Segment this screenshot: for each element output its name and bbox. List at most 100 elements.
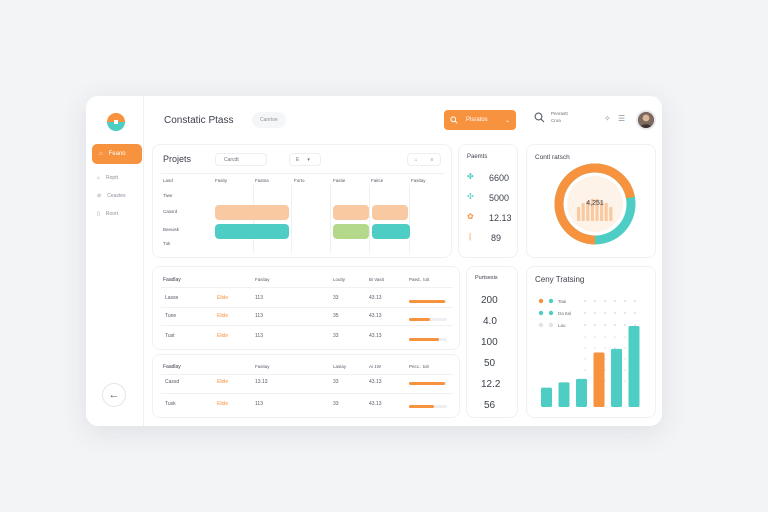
grid-dot (613, 335, 617, 339)
chart-bar[interactable] (576, 378, 587, 407)
menu-icon[interactable]: ☰ (618, 114, 626, 123)
search-icon (534, 112, 545, 122)
home-icon: ⌂ (97, 175, 101, 181)
projects-filter[interactable]: E ▾ (289, 153, 321, 166)
stats-card: Paemts ✤ 6600 ✣ 5000 ✿ 12.13 | 89 (458, 144, 518, 258)
column-header: Fasitay (255, 277, 270, 282)
chart-title: Ceny Tratsing (535, 275, 585, 284)
primary-action-button[interactable]: Pisratos ⌄ (444, 110, 516, 130)
donut-inner-bar (609, 207, 613, 221)
grid-dot (623, 335, 627, 339)
chart-bar[interactable] (541, 387, 552, 407)
list-icon[interactable]: ≡ (430, 156, 434, 163)
gantt-bar[interactable] (333, 224, 369, 239)
grid-line (369, 185, 370, 253)
stats-title: Paemts (467, 154, 488, 160)
cell-tag[interactable]: Elide (217, 313, 229, 319)
cell-value: 113 (255, 401, 263, 407)
row-progress-fill (409, 318, 430, 321)
sidebar-item-root[interactable]: ▯ Roort (94, 208, 140, 220)
row-progress-fill (409, 405, 434, 408)
cell-tag[interactable]: Elide (217, 401, 229, 407)
stat-value: 6600 (489, 173, 510, 183)
cell-name: Tusk (165, 401, 176, 407)
gantt-bar[interactable] (372, 205, 408, 220)
row-progress (409, 405, 447, 408)
cell-value: 43.13 (369, 379, 382, 385)
grid-line (330, 185, 331, 253)
projects-view-toggle[interactable]: ⌂ ≡ (407, 153, 441, 166)
cell-value: 43.13 (369, 313, 382, 319)
grid-dot (593, 335, 597, 339)
grid-dot (603, 299, 607, 303)
column-header: Bi Vasit (369, 277, 384, 282)
home-icon[interactable]: ⌂ (414, 156, 418, 163)
legend-swatch (538, 322, 544, 328)
gantt-bar[interactable] (333, 205, 369, 220)
search-label: Penrastt (551, 111, 568, 116)
chart-bar[interactable] (593, 352, 605, 407)
sidebar-item-label: Roptt (106, 175, 118, 181)
search-field[interactable]: Penrastt Croa (534, 110, 568, 124)
title-chip[interactable]: Canrtoe (252, 112, 286, 128)
table-card: Faadlay Fasitay Lasiay Ai 1W Pecc.. toit… (152, 354, 460, 418)
column-header: Lasd (163, 178, 173, 183)
grid-dot (613, 299, 617, 303)
fan-icon: ✣ (467, 192, 474, 201)
flower-icon: ✿ (467, 212, 474, 221)
chart-bar[interactable] (628, 326, 640, 407)
search-icon (450, 116, 458, 124)
grid-dot (623, 379, 627, 383)
row-progress-fill (409, 338, 440, 341)
donut-title: Contl ratsch (535, 154, 570, 161)
projects-dropdown-value: Carcdt (224, 156, 239, 163)
sidebar-item-reports[interactable]: ⌂ Roptt (94, 172, 140, 184)
stat-value: 5000 (489, 193, 510, 203)
grid-dot (583, 299, 587, 303)
gantt-bar[interactable] (372, 224, 410, 239)
grid-dot (593, 323, 597, 327)
cell-name: Cassd (165, 379, 180, 385)
projects-dropdown[interactable]: Carcdt (215, 153, 267, 166)
cell-value: 33 (333, 333, 339, 339)
chart-bar[interactable] (558, 382, 570, 407)
cell-value: 43.13 (369, 333, 382, 339)
cell-value: 113 (255, 333, 263, 339)
grid-dot (603, 323, 607, 327)
gantt-bar[interactable] (215, 224, 289, 239)
numbers-card: Purtsesis 200 4.0 100 50 12.2 56 (466, 266, 518, 418)
grid-dot (633, 299, 637, 303)
grid-dot (623, 299, 627, 303)
gantt-bar[interactable] (215, 205, 289, 220)
topbar: Constatic Ptass Canrtoe Pisratos ⌄ Penra… (144, 96, 662, 142)
donut-inner-bar (600, 201, 604, 221)
search-sublabel: Croa (551, 118, 561, 123)
column-header: Fasity (215, 178, 228, 183)
sidebar-item-home[interactable]: ⌂ Feano (92, 144, 142, 164)
cell-tag[interactable]: Elide (217, 379, 229, 385)
sidebar: ⌂ Feano ⌂ Roptt ⊘ Ceastes ▯ Roort ← (86, 96, 144, 426)
sidebar-item-label: Ceastes (107, 193, 126, 199)
cell-tag[interactable]: Elide (217, 295, 229, 301)
cell-value: 33 (333, 379, 339, 385)
home-icon: ⌂ (99, 151, 103, 157)
avatar[interactable] (636, 110, 656, 130)
sidebar-item-cases[interactable]: ⊘ Ceastes (94, 190, 140, 202)
number-value: 200 (481, 295, 498, 306)
column-header: Fastie (333, 178, 346, 183)
chevron-down-icon: ⌄ (504, 117, 510, 124)
row-label: Beeuisk (163, 227, 180, 232)
cell-tag[interactable]: Elide (217, 333, 229, 339)
cell-value: 33 (333, 401, 339, 407)
arrow-left-icon: ← (108, 389, 120, 401)
divider (161, 287, 453, 288)
chart-bar[interactable] (611, 348, 622, 407)
divider (161, 307, 453, 308)
grid-line (291, 185, 292, 253)
grid-dot (613, 346, 617, 350)
notification-icon[interactable]: ✧ (604, 114, 611, 123)
cell-value: 35 (333, 313, 339, 319)
back-button[interactable]: ← (102, 383, 126, 407)
grid-dot (623, 346, 627, 350)
chart-card: Ceny Tratsing Taai Da Ital Lau (526, 266, 656, 418)
